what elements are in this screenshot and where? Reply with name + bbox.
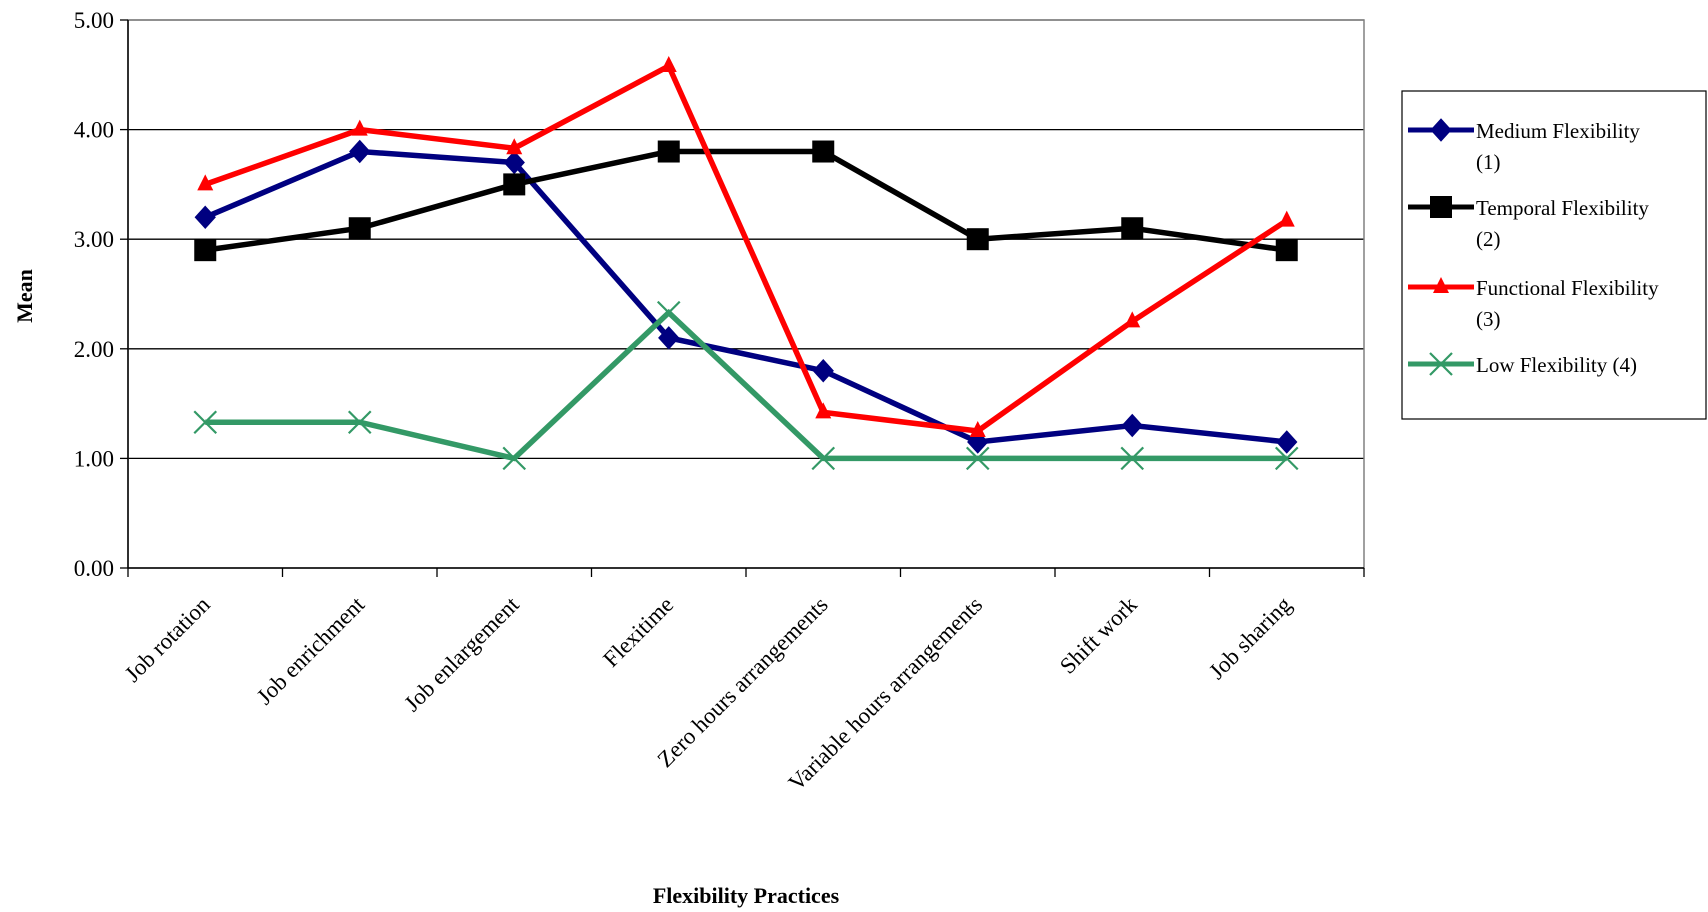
series-line	[204, 148, 1288, 445]
legend-item: Medium Flexibility (1)	[1408, 118, 1640, 174]
data-point	[812, 140, 835, 163]
legend-marker	[1433, 277, 1449, 293]
legend-label: (2)	[1476, 227, 1501, 251]
legend-marker	[1430, 118, 1452, 142]
x-tick-label: Job enlargement	[399, 591, 524, 716]
data-point	[811, 446, 836, 471]
data-point	[503, 173, 526, 196]
data-point	[1120, 446, 1145, 471]
series-2	[194, 140, 1298, 262]
data-point	[660, 56, 677, 73]
legend-label: Temporal Flexibility	[1476, 196, 1649, 220]
y-tick-label: 3.00	[74, 227, 114, 252]
x-tick-labels: Job rotation Job enrichment Job enlargemen…	[120, 591, 1297, 795]
data-point	[1121, 217, 1144, 240]
legend-label: Medium Flexibility	[1476, 119, 1640, 143]
data-point	[1274, 446, 1299, 471]
y-tick-label: 2.00	[74, 337, 114, 362]
data-point	[656, 300, 681, 325]
legend-marker	[1430, 196, 1452, 218]
data-point	[815, 402, 832, 419]
data-point	[657, 140, 680, 163]
data-point	[1276, 430, 1298, 454]
legend-marker	[1429, 352, 1453, 376]
series-1	[194, 139, 1298, 454]
data-point	[1278, 210, 1295, 227]
data-point	[351, 119, 368, 136]
legend-item: Functional Flexibility (3)	[1408, 276, 1659, 331]
axes	[120, 19, 1365, 577]
legend-item: Temporal Flexibility (2)	[1408, 196, 1649, 251]
x-tick-label: Job enrichment	[252, 591, 370, 709]
data-point	[969, 421, 986, 437]
x-tick-label: Job sharing	[1204, 592, 1297, 685]
data-point	[502, 446, 527, 471]
data-point	[194, 239, 217, 262]
legend-label: (3)	[1476, 307, 1501, 331]
data-point	[506, 138, 523, 155]
legend-label: Low Flexibility (4)	[1476, 353, 1637, 377]
series-line	[204, 148, 1288, 253]
series-line	[204, 62, 1289, 434]
data-point	[194, 205, 216, 230]
legend-label: Functional Flexibility	[1476, 276, 1659, 300]
y-axis-title: Mean	[12, 269, 37, 323]
data-point	[966, 228, 989, 251]
data-point	[1124, 311, 1141, 328]
legend-item: Low Flexibility (4)	[1408, 352, 1637, 377]
data-point	[193, 410, 218, 435]
x-tick-label: Zero hours arrangements	[653, 592, 833, 772]
x-tick-label: Shift work	[1055, 592, 1142, 679]
data-point	[347, 410, 372, 435]
data-point	[658, 326, 680, 350]
data-point	[812, 358, 834, 383]
y-tick-label: 1.00	[74, 446, 114, 471]
y-tick-labels: 0.00 1.00 2.00 3.00 4.00 5.00	[74, 8, 114, 581]
data-point	[197, 174, 214, 191]
series-3	[197, 56, 1295, 437]
data-point	[349, 139, 371, 164]
series-4	[193, 300, 1299, 471]
data-point	[1275, 239, 1298, 262]
y-tick-label: 5.00	[74, 8, 114, 33]
legend-label: (1)	[1476, 150, 1501, 174]
y-tick-label: 4.00	[74, 118, 114, 143]
x-tick-label: Flexitime	[598, 592, 678, 672]
x-axis-title: Flexibility Practices	[653, 883, 840, 908]
legend: Medium Flexibility (1) Temporal Flexibilit…	[1401, 90, 1707, 420]
data-point	[1121, 413, 1143, 438]
x-tick-label: Job rotation	[120, 592, 215, 687]
series-group	[193, 56, 1299, 471]
series-line	[205, 308, 1287, 462]
data-point	[348, 217, 371, 240]
y-tick-label: 0.00	[74, 556, 114, 581]
data-point	[965, 446, 990, 471]
